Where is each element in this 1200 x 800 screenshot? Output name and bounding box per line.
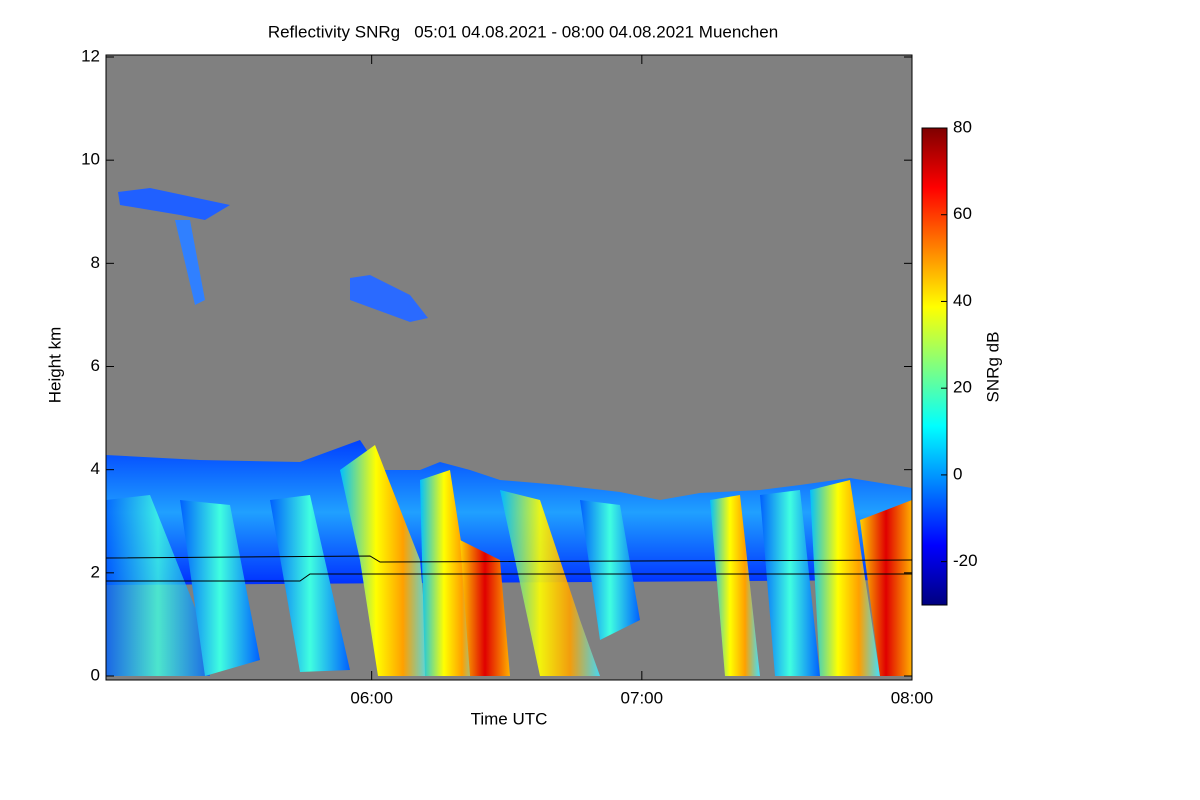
colorbar-tick-label: 80 [953, 117, 972, 136]
y-tick-label: 4 [91, 459, 100, 478]
boundary-line [106, 555, 912, 563]
colorbar-tick-label: 40 [953, 291, 972, 310]
x-tick-label: 07:00 [621, 688, 664, 707]
colorbar [921, 127, 948, 606]
colorbar-label: SNRg dB [983, 332, 1002, 403]
y-tick-label: 12 [81, 46, 100, 65]
echo [500, 490, 600, 676]
echo [270, 495, 350, 672]
echo [760, 490, 820, 676]
x-axis-label: Time UTC [471, 709, 548, 728]
y-tick-label: 10 [81, 150, 100, 169]
echo [860, 500, 912, 676]
echo [710, 495, 760, 676]
echo [350, 275, 428, 322]
echo [420, 470, 480, 676]
echo [340, 445, 430, 676]
chart-title: Reflectivity SNRg 05:01 04.08.2021 - 08:… [268, 22, 778, 41]
y-tick-label: 0 [91, 665, 100, 684]
y-tick-label: 2 [91, 562, 100, 581]
x-tick-label: 06:00 [350, 688, 393, 707]
colorbar-tick-label: 0 [953, 464, 962, 483]
y-tick-label: 6 [91, 356, 100, 375]
echo [810, 480, 880, 676]
colorbar-tick-label: 60 [953, 204, 972, 223]
plot-frame [105, 54, 913, 681]
colorbar-tick-label: -20 [953, 551, 978, 570]
y-tick-label: 8 [91, 253, 100, 272]
echo [118, 188, 230, 220]
echo [580, 500, 640, 640]
boundary-line [106, 573, 912, 582]
echo-field [106, 188, 912, 676]
echo [106, 495, 210, 676]
colorbar-tick-label: 20 [953, 378, 972, 397]
y-axis-label: Height km [45, 327, 64, 404]
echo [175, 220, 205, 305]
x-tick-label: 08:00 [891, 688, 934, 707]
echo [180, 500, 260, 676]
